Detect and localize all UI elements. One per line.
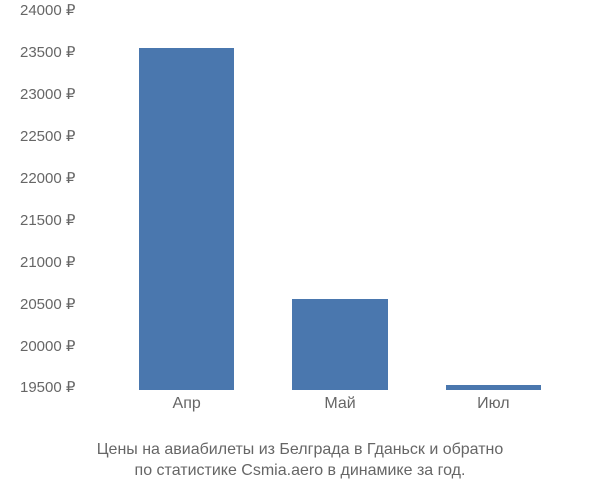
y-tick-label: 21500 ₽ bbox=[20, 211, 75, 229]
plot-area bbox=[110, 10, 570, 390]
y-tick-label: 24000 ₽ bbox=[20, 1, 75, 19]
x-tick-label: Апр bbox=[173, 395, 201, 413]
y-tick-label: 20000 ₽ bbox=[20, 337, 75, 355]
caption-line2: по статистике Csmia.aero в динамике за г… bbox=[135, 462, 466, 479]
caption-line1: Цены на авиабилеты из Белграда в Гданьск… bbox=[97, 441, 504, 458]
y-tick-label: 22000 ₽ bbox=[20, 169, 75, 187]
y-tick-label: 23500 ₽ bbox=[20, 43, 75, 61]
y-tick-label: 23000 ₽ bbox=[20, 85, 75, 103]
price-chart: 19500 ₽ 20000 ₽ 20500 ₽ 21000 ₽ 21500 ₽ 22000… bbox=[20, 10, 580, 430]
y-tick-label: 21000 ₽ bbox=[20, 253, 75, 271]
bar bbox=[446, 385, 541, 390]
chart-caption: Цены на авиабилеты из Белграда в Гданьск… bbox=[0, 439, 600, 482]
y-tick-label: 22500 ₽ bbox=[20, 127, 75, 145]
y-tick-label: 19500 ₽ bbox=[20, 378, 75, 396]
x-tick-label: Июл bbox=[477, 395, 509, 413]
x-tick-label: Май bbox=[324, 395, 355, 413]
bar bbox=[139, 48, 234, 390]
y-tick-label: 20500 ₽ bbox=[20, 295, 75, 313]
bar bbox=[292, 299, 387, 390]
